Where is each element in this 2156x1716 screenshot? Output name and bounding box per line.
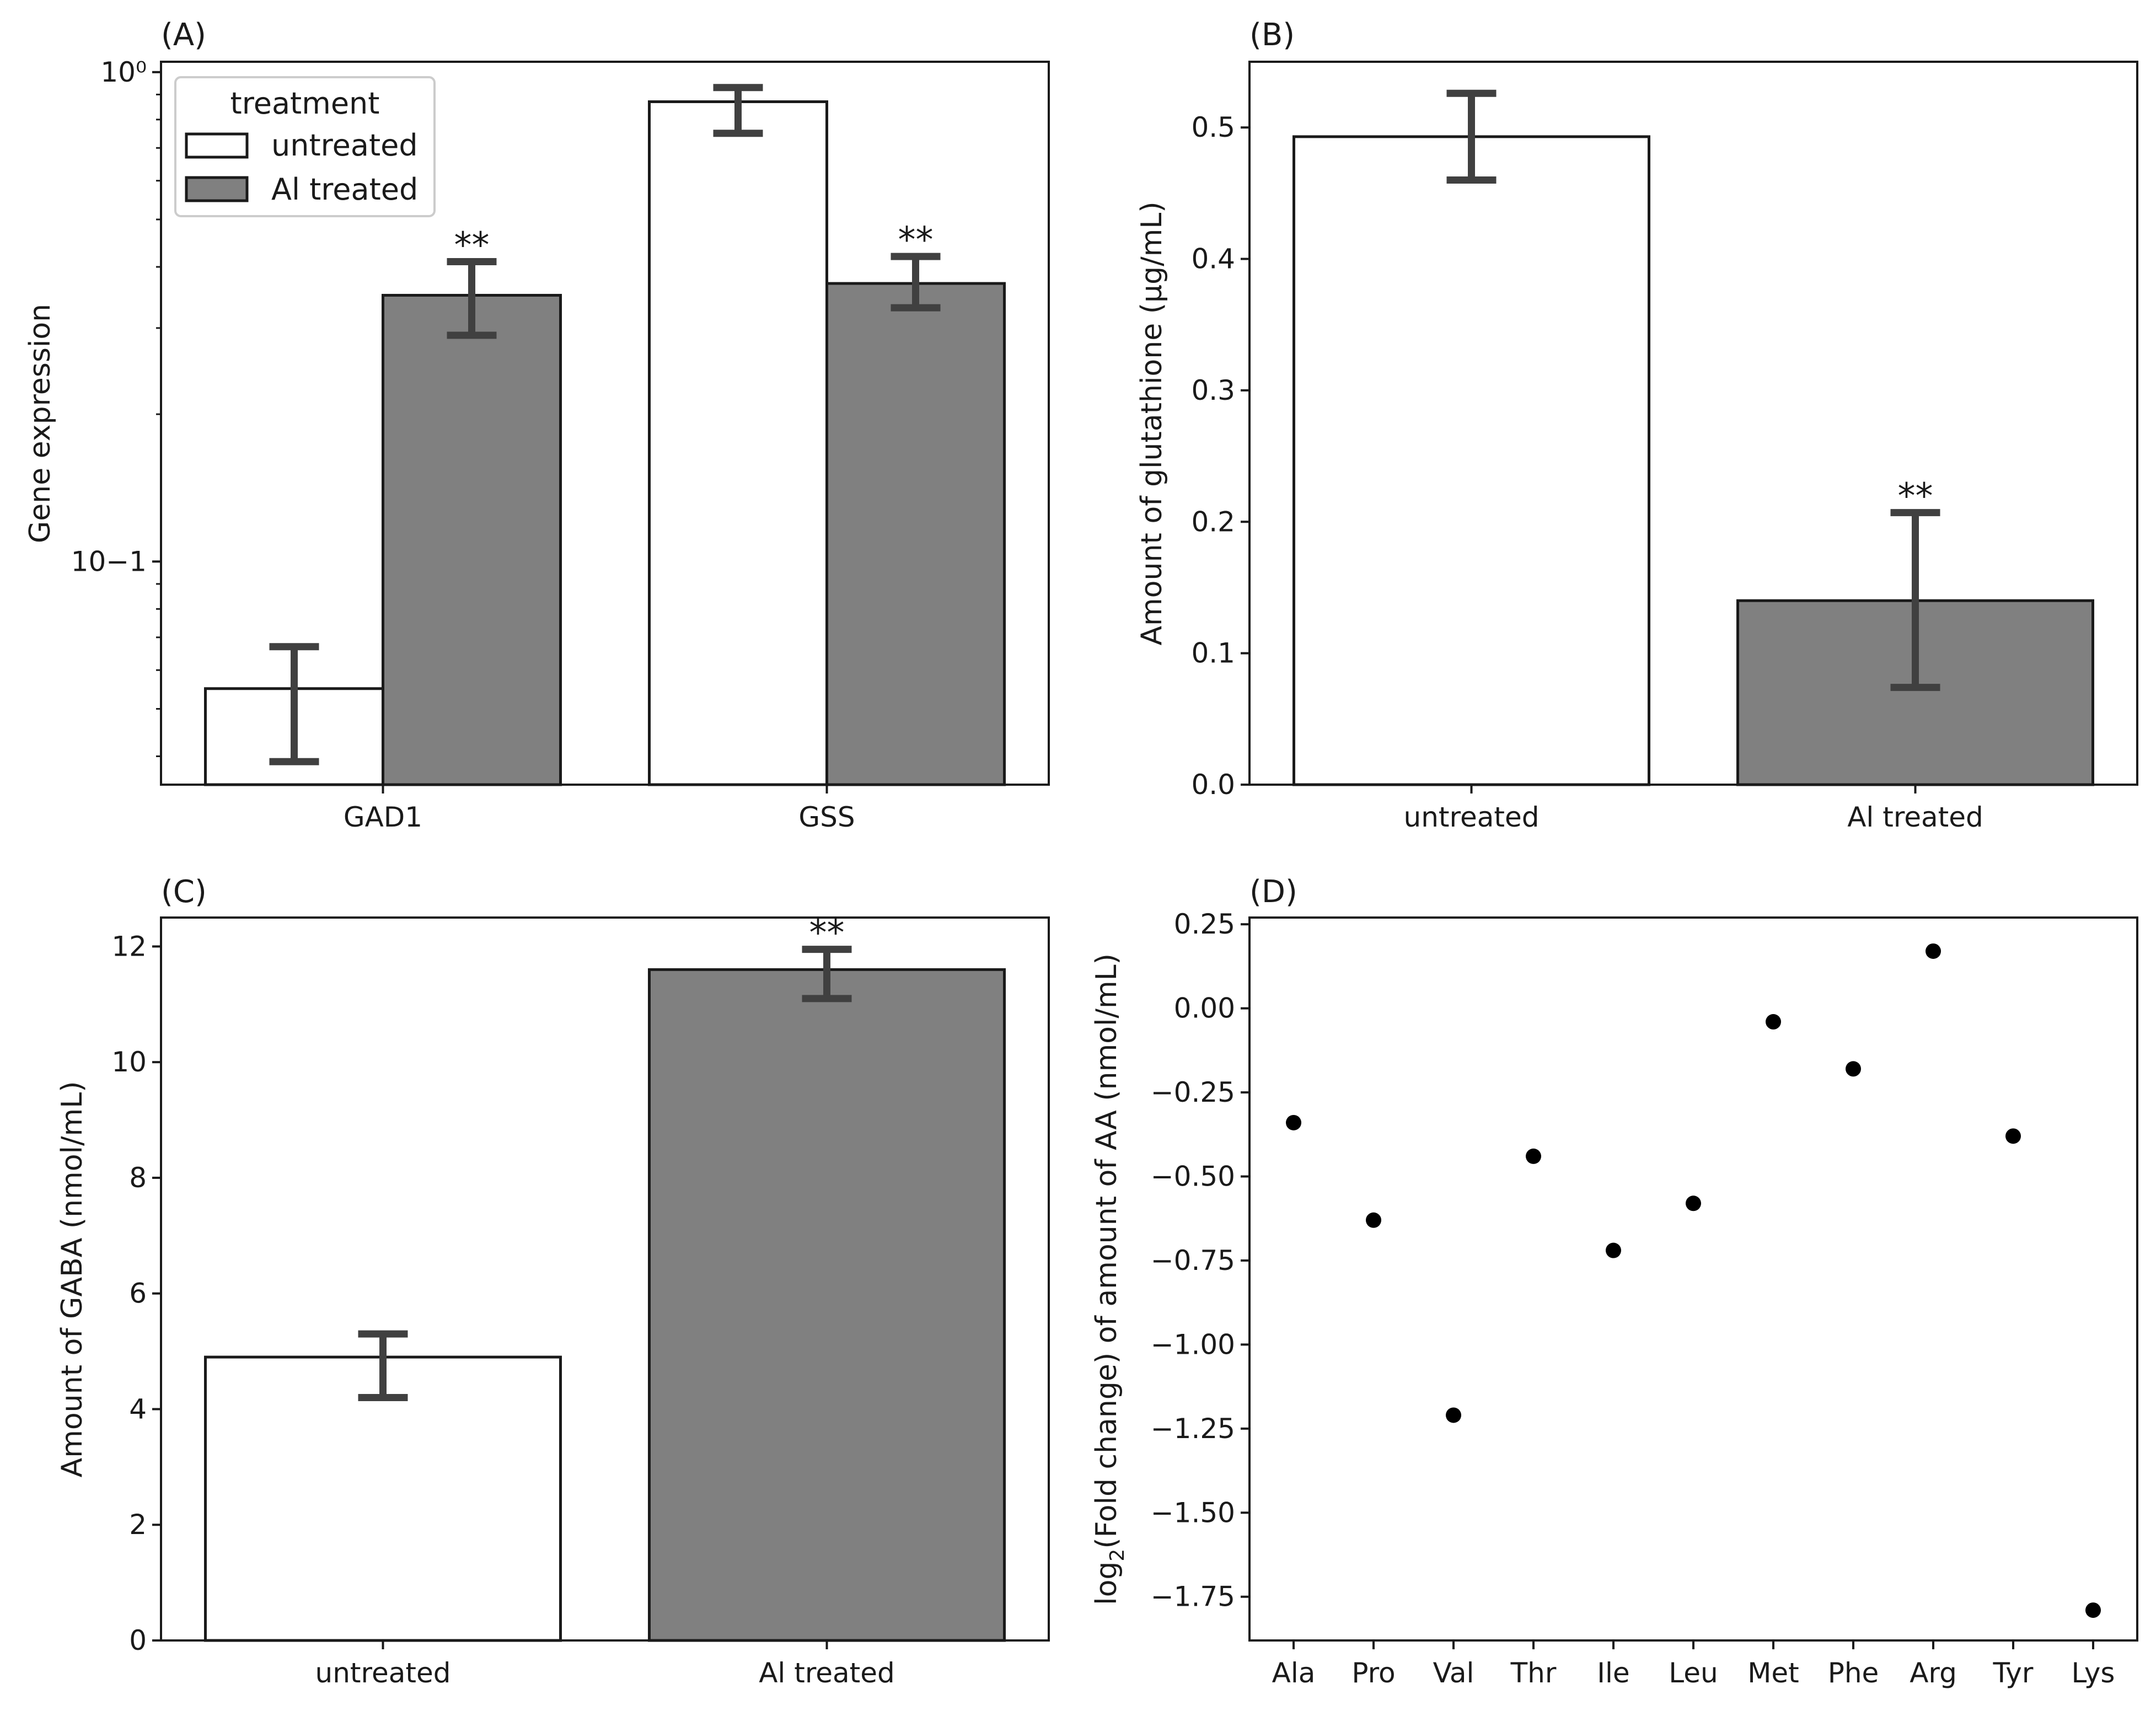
- panel-d-y-tick-label: −1.25: [1151, 1413, 1235, 1445]
- panel-d-y-tick-label: 0.00: [1174, 993, 1235, 1025]
- panel-b-y-tick-label: 0.1: [1191, 637, 1235, 669]
- panel-d: (D) Ala Pro Val Thr Ile Leu Met Phe Arg Tyr Lys 0.2…: [1090, 874, 2138, 1689]
- panel-c-y-tick-label: 12: [111, 930, 147, 962]
- panel-b-y-axis-label: Amount of glutathione (μg/mL): [1135, 201, 1168, 645]
- panel-d-x-tick-label: Pro: [1351, 1657, 1395, 1689]
- panel-d-x-tick-label: Ile: [1597, 1657, 1629, 1689]
- panel-d-y-tick-label: −1.50: [1151, 1497, 1235, 1529]
- panel-d-x-tick-label: Arg: [1910, 1657, 1957, 1689]
- panel-d-y-tick-label: −0.25: [1151, 1076, 1235, 1108]
- legend-swatch-al-treated: [185, 176, 249, 202]
- legend-entry-al-treated: Al treated: [271, 172, 418, 207]
- panel-c-x-tick-label: Al treated: [759, 1657, 895, 1689]
- panel-c-y-axis-label: Amount of GABA (nmol/mL): [56, 1081, 89, 1478]
- panel-a-y-tick-label: 10⁰: [100, 56, 147, 88]
- point-tyr: [2005, 1128, 2021, 1144]
- point-met: [1766, 1014, 1781, 1030]
- panel-d-x-tick-label: Thr: [1510, 1657, 1557, 1689]
- panel-c-y-tick-label: 8: [129, 1162, 147, 1194]
- panel-d-frame: [1248, 916, 2138, 1642]
- point-leu: [1686, 1195, 1701, 1211]
- point-pro: [1366, 1212, 1381, 1228]
- panel-d-x-tick-label: Leu: [1669, 1657, 1718, 1689]
- panel-b-significance-mark: **: [1898, 476, 1933, 517]
- panel-c-y-tick-label: 6: [129, 1278, 147, 1310]
- panel-a-significance-mark: **: [898, 220, 934, 261]
- panel-b-y-tick-label: 0.2: [1191, 506, 1235, 538]
- legend-title: treatment: [230, 86, 380, 121]
- panel-c-frame: [160, 916, 1050, 1642]
- panel-a-frame: [160, 61, 1050, 786]
- panel-d-y-tick-label: −0.50: [1151, 1161, 1235, 1193]
- point-arg: [1926, 943, 1941, 959]
- panel-c-significance-mark: **: [809, 913, 845, 954]
- panel-b-bar-untreated: [1292, 135, 1650, 786]
- panel-c-y-tick-label: 10: [111, 1046, 147, 1078]
- bar-gad1-al-treated: [382, 293, 562, 786]
- panel-b: (B) ** untreated Al treated 0.0 0.1 0.2 0.3 0.…: [1135, 17, 2138, 833]
- point-phe: [1846, 1061, 1861, 1077]
- panel-c-bar-al-treated: [648, 968, 1006, 1642]
- panel-b-y-tick-label: 0.5: [1191, 111, 1235, 143]
- panel-c: (C) ** untreated Al treated 0 2 4 6 8 10 12 Amou…: [56, 874, 1050, 1689]
- legend-entry-untreated: untreated: [271, 128, 418, 163]
- panel-d-y-axis-label: log2(Fold change) of amount of AA (nmol/…: [1090, 953, 1129, 1605]
- panel-b-frame: [1248, 61, 2138, 786]
- panel-a-x-tick-label: GSS: [798, 801, 855, 833]
- panel-b-y-tick-label: 0.3: [1191, 374, 1235, 406]
- panel-a-x-tick-label: GAD1: [344, 801, 422, 833]
- point-ile: [1606, 1242, 1621, 1258]
- panel-a-y-tick-label: 10−1: [71, 545, 147, 577]
- panel-d-x-tick-label: Phe: [1828, 1657, 1879, 1689]
- panel-d-x-tick-label: Ala: [1272, 1657, 1316, 1689]
- panel-b-y-tick-label: 0.0: [1191, 769, 1235, 801]
- panel-d-x-tick-label: Val: [1433, 1657, 1474, 1689]
- panel-c-bar-untreated: [204, 1355, 562, 1642]
- legend-swatch-untreated: [185, 132, 249, 159]
- panel-a-label: (A): [161, 17, 206, 53]
- panel-a-y-axis-label: Gene expression: [24, 304, 57, 543]
- point-ala: [1286, 1114, 1301, 1130]
- bar-gss-untreated: [648, 100, 828, 786]
- panel-d-x-tick-label: Lys: [2072, 1657, 2115, 1689]
- panel-b-y-tick-label: 0.4: [1191, 243, 1235, 275]
- panel-a-significance-mark: **: [454, 225, 490, 266]
- panel-c-label: (C): [161, 874, 207, 910]
- point-val: [1446, 1407, 1461, 1423]
- bar-gss-al-treated: [825, 282, 1006, 786]
- panel-b-x-tick-label: untreated: [1404, 801, 1540, 833]
- panel-d-y-tick-label: −1.00: [1151, 1328, 1235, 1360]
- panel-c-y-tick-label: 2: [129, 1509, 147, 1541]
- panel-b-x-tick-label: Al treated: [1847, 801, 1983, 833]
- point-lys: [2085, 1602, 2101, 1618]
- panel-c-x-tick-label: untreated: [315, 1657, 451, 1689]
- panel-c-y-tick-label: 0: [129, 1624, 147, 1656]
- panel-a-legend: treatment untreated Al treated: [174, 76, 436, 217]
- panel-b-label: (B): [1249, 17, 1295, 53]
- panel-d-y-tick-label: −0.75: [1151, 1245, 1235, 1277]
- panel-d-label: (D): [1249, 874, 1297, 910]
- panel-d-x-tick-label: Tyr: [1993, 1657, 2034, 1689]
- panel-c-y-tick-label: 4: [129, 1393, 147, 1425]
- panel-d-y-tick-label: 0.25: [1174, 908, 1235, 940]
- point-thr: [1526, 1148, 1541, 1164]
- panel-d-x-tick-label: Met: [1747, 1657, 1799, 1689]
- panel-d-y-tick-label: −1.75: [1151, 1581, 1235, 1613]
